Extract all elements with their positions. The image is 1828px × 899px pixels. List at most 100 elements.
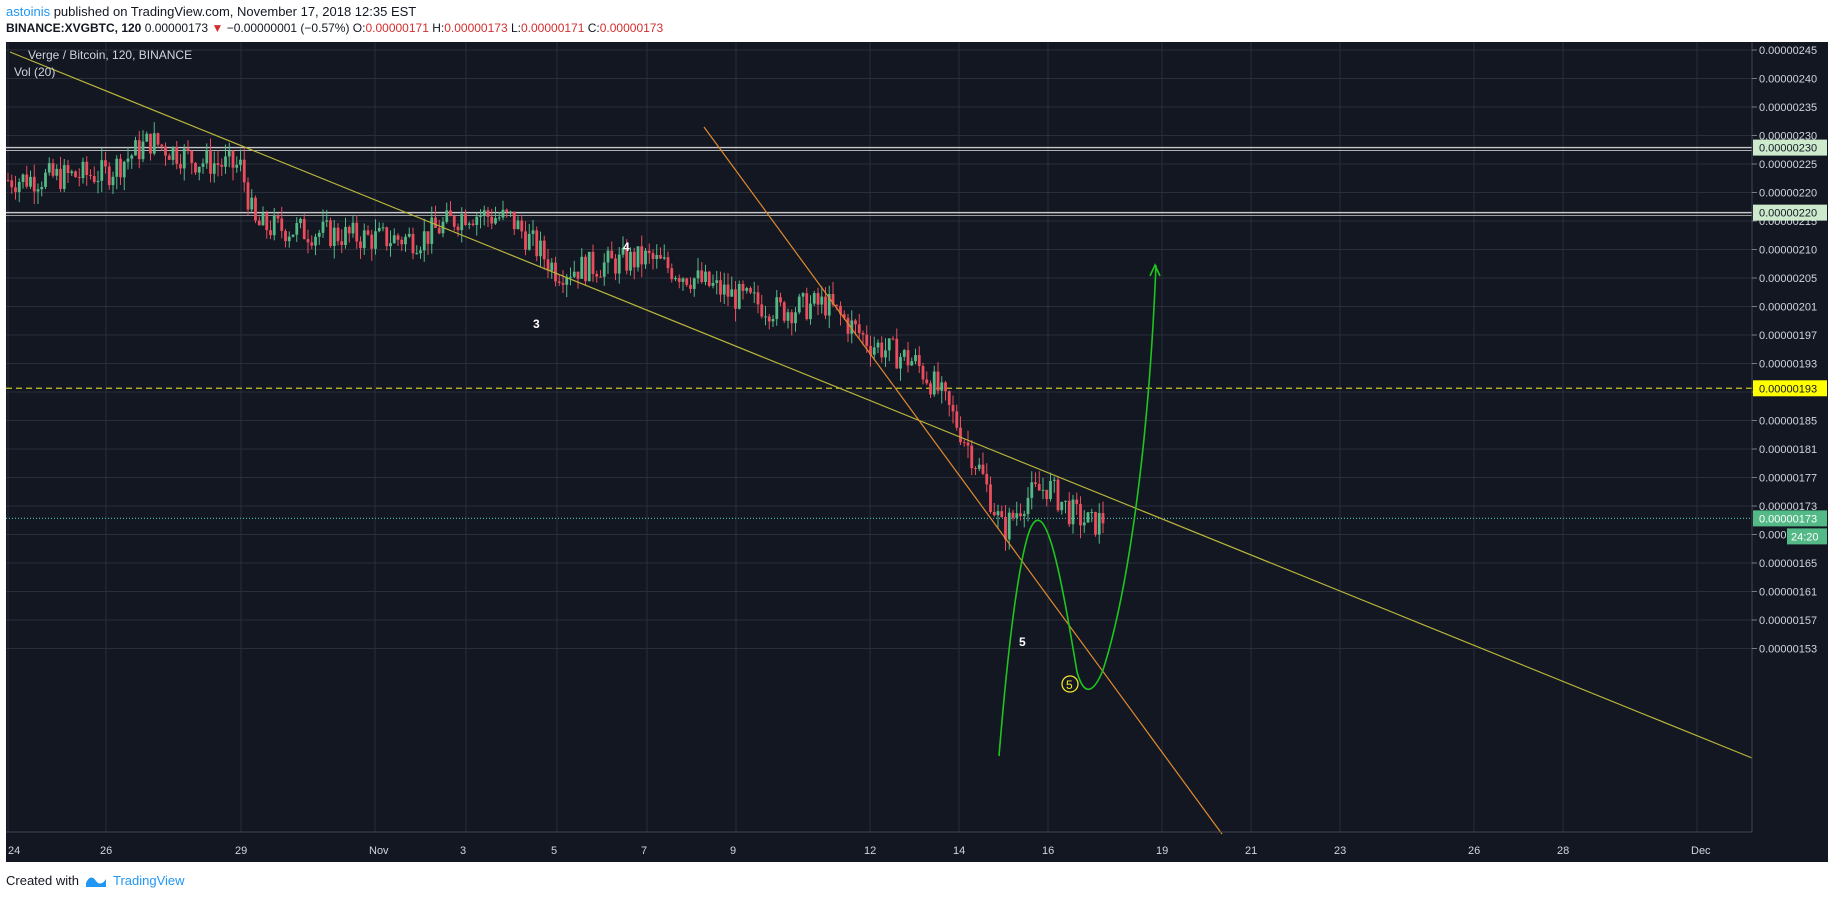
price-change: −0.00000001 (−0.57%) (226, 21, 350, 35)
candles (6, 122, 1105, 551)
candle-body (812, 293, 816, 304)
candle-body (209, 150, 212, 174)
candle-body (231, 151, 235, 168)
candle-body (51, 163, 55, 176)
candle-body (561, 282, 565, 285)
publish-text: published on TradingView.com, November 1… (50, 4, 417, 19)
price-tick-label: 0.00000201 (1759, 302, 1817, 314)
candle-body (47, 163, 51, 173)
candle-body (651, 253, 655, 259)
candle-body (449, 210, 452, 217)
candle-body (347, 226, 351, 234)
candle-body (321, 221, 325, 233)
candle-body (486, 210, 490, 217)
time-tick-label: 26 (100, 845, 112, 857)
candle-body (1041, 489, 1045, 491)
candle-body (801, 293, 805, 297)
candle-body (404, 236, 407, 245)
time-tick-label: 24 (8, 845, 20, 857)
candle-body (550, 262, 554, 271)
time-tick-label: 19 (1156, 845, 1168, 857)
candle-body (794, 312, 797, 324)
wave-label-5: 5 (1019, 635, 1026, 649)
price-tick-label: 0.00000220 (1759, 188, 1817, 200)
candle-body (70, 171, 74, 174)
candle-body (662, 257, 666, 259)
author-link[interactable]: astoinis (6, 4, 51, 19)
candle-body (805, 293, 809, 320)
candle-body (527, 233, 531, 250)
candle-body (145, 133, 149, 142)
candle-body (370, 234, 374, 249)
candle-body (366, 230, 370, 235)
candle-body (677, 278, 681, 282)
candle-body (629, 251, 632, 271)
price-tag (1753, 139, 1827, 156)
candle-body (227, 151, 231, 157)
projection-path[interactable] (998, 264, 1157, 757)
candle-body (59, 168, 62, 189)
candle-body (130, 155, 134, 159)
candle-body (767, 316, 771, 322)
candle-body (201, 163, 205, 167)
price-tick-label: 0.00000157 (1759, 615, 1817, 627)
candle-body (640, 246, 644, 265)
candle-body (846, 317, 850, 334)
candle-body (962, 442, 966, 444)
candle-body (509, 211, 512, 213)
candle-body (295, 223, 299, 235)
candle-body (325, 220, 329, 222)
candle-body (1090, 511, 1094, 513)
candle-body (869, 345, 872, 355)
candle-body (242, 159, 246, 183)
candle-body (220, 164, 224, 167)
price-tick-label: 0.00000181 (1759, 444, 1817, 456)
candle-body (269, 230, 272, 236)
candle-body (314, 236, 317, 246)
price-tick-label: 0.00000235 (1759, 102, 1817, 114)
time-tick-label: Nov (369, 845, 389, 857)
time-tick-label: 23 (1334, 845, 1346, 857)
descending-trendline[interactable] (9, 51, 1753, 759)
candle-body (190, 150, 194, 163)
candle-body (685, 278, 689, 285)
price-tag (1753, 510, 1827, 527)
candle-body (374, 231, 377, 249)
candle-body (944, 382, 947, 392)
price-tags: 0.00000230 0.00000220 0.00000193 0.00000173… (1753, 139, 1827, 545)
candle-body (437, 227, 441, 234)
candle-body (505, 209, 509, 212)
price-tick-label: 0.00000193 (1759, 359, 1817, 371)
candle-body (355, 222, 359, 242)
down-arrow-icon: ▼ (211, 21, 224, 35)
candle-body (1060, 501, 1064, 511)
candle-body (171, 147, 175, 160)
candle-body (29, 176, 32, 187)
candle-body (734, 289, 737, 309)
candle-body (276, 215, 280, 219)
candle-body (884, 350, 887, 358)
steep-trendline[interactable] (703, 126, 1223, 835)
candle-body (955, 411, 959, 428)
candle-body (636, 246, 640, 268)
tradingview-brand-link[interactable]: TradingView (112, 873, 185, 888)
price-tag-label: 0.00000220 (1759, 208, 1817, 220)
price-chart[interactable]: Verge / Bitcoin, 120, BINANCE Vol (20) 3… (0, 42, 1828, 862)
candle-body (925, 379, 929, 384)
candle-body (895, 338, 899, 369)
countdown-tag (1787, 528, 1827, 545)
time-axis: 24 26 29 Nov 3 5 7 9 12 14 16 19 21 23 26 28 Dec (6, 831, 1752, 857)
high-label: H: (432, 21, 445, 35)
candle-body (21, 174, 25, 182)
candle-body (936, 371, 940, 391)
time-tick-label: 14 (953, 845, 965, 857)
candle-body (674, 278, 677, 280)
open-value: 0.00000171 (365, 21, 429, 35)
low-value: 0.00000171 (520, 21, 585, 35)
candle-body (779, 297, 782, 303)
candle-body (329, 220, 332, 246)
candle-body (141, 141, 145, 160)
low-label: L: (510, 21, 521, 35)
candle-body (959, 427, 962, 443)
candle-body (1045, 489, 1049, 500)
